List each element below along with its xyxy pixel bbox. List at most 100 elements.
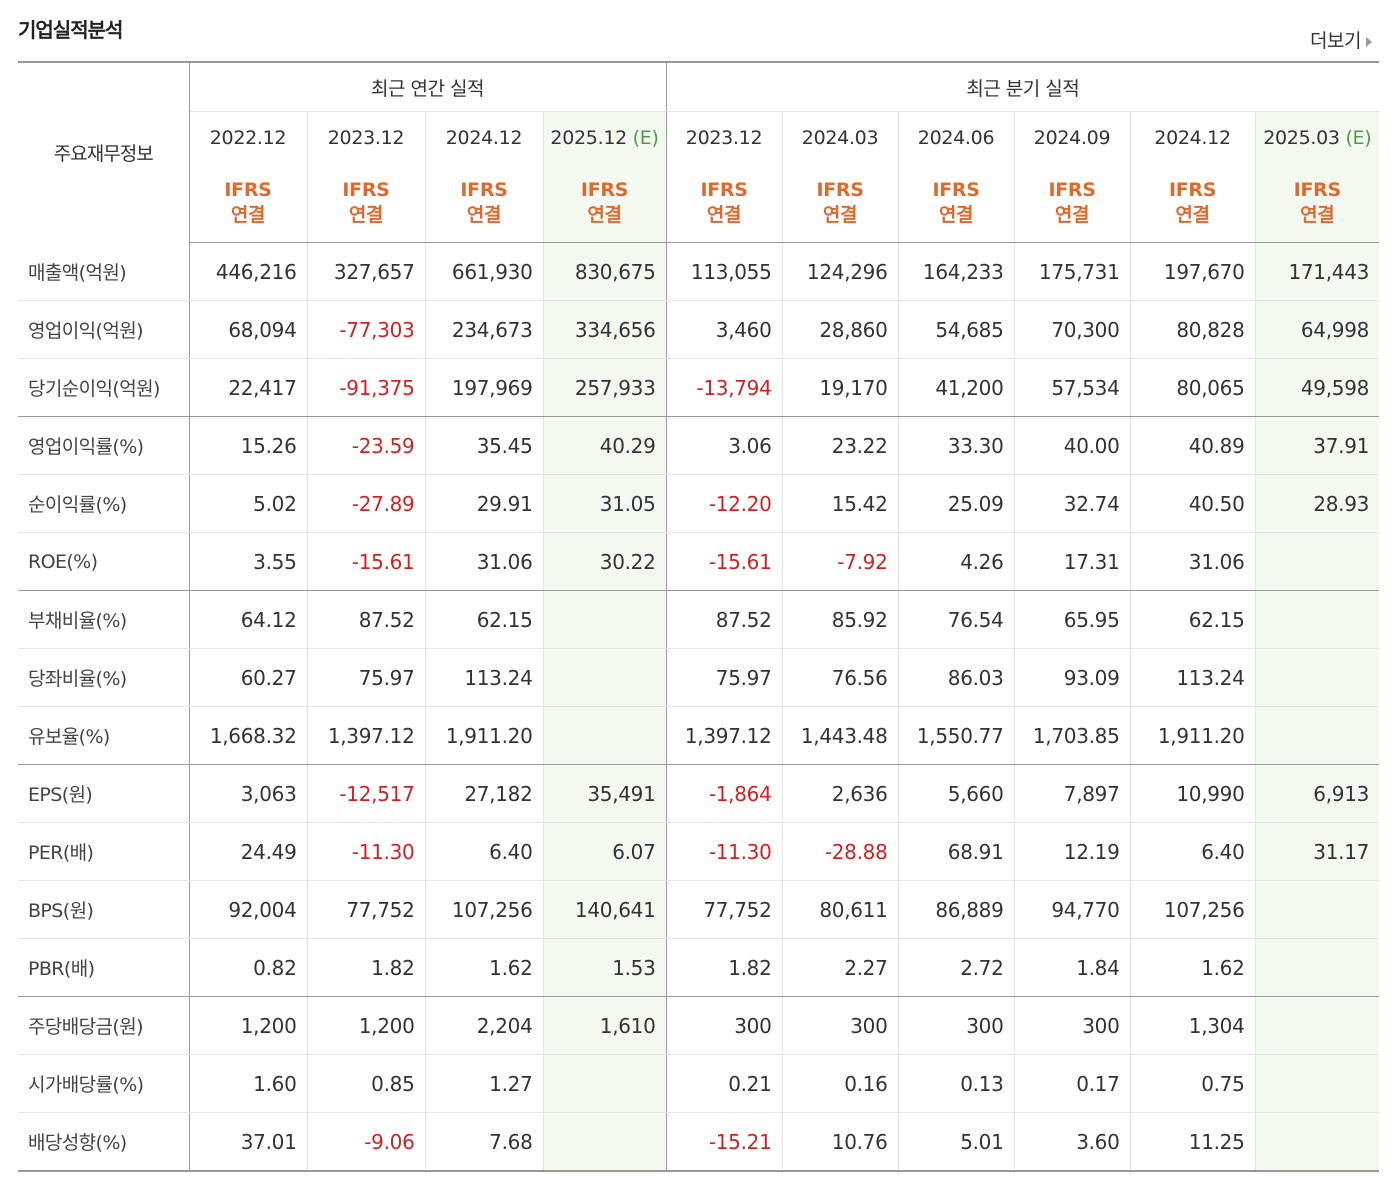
table-cell — [1254, 880, 1380, 939]
gaap-line2: 연결 — [230, 204, 266, 226]
table-cell: 93.09 — [1013, 648, 1131, 707]
accounting-standard: IFRS 연결 — [542, 164, 667, 243]
row-label: 당기순이익(억원) — [18, 358, 190, 417]
table-row: 영업이익(억원) 68,094 -77,303 234,673 334,656 3,460… — [18, 300, 1380, 359]
row-label: BPS(원) — [18, 880, 190, 939]
table-cell: 35.45 — [424, 416, 543, 475]
table-cell: 40.89 — [1129, 416, 1256, 475]
table-cell: 0.17 — [1013, 1054, 1131, 1113]
gaap-line1: IFRS — [1293, 179, 1341, 201]
gaap-line2: 연결 — [822, 204, 858, 226]
table-cell — [1254, 590, 1380, 649]
period-header: 2024.09 — [1013, 111, 1131, 164]
table-cell: 3.06 — [665, 416, 783, 475]
table-cell: 62.15 — [1129, 590, 1256, 649]
estimate-marker: (E) — [1345, 127, 1372, 149]
table-cell: 2.27 — [781, 938, 899, 997]
table-cell: 29.91 — [424, 474, 543, 533]
period-header: 2022.12 — [188, 111, 307, 164]
gaap-line1: IFRS — [460, 179, 508, 201]
table-cell: 62.15 — [424, 590, 543, 649]
table-row: PER(배) 24.49 -11.30 6.40 6.07 -11.30 -28.88 68.… — [18, 822, 1380, 881]
gaap-line2: 연결 — [938, 204, 974, 226]
period-header: 2023.12 — [306, 111, 425, 164]
table-cell: 64.12 — [188, 590, 307, 649]
section-title: 기업실적분석 — [18, 18, 123, 42]
table-cell: 11.25 — [1129, 1112, 1256, 1172]
table-cell: 1,200 — [188, 996, 307, 1055]
table-cell: 327,657 — [306, 242, 425, 301]
table-cell: 300 — [897, 996, 1015, 1055]
table-cell: 300 — [665, 996, 783, 1055]
table-cell: 7,897 — [1013, 764, 1131, 823]
table-cell: 70,300 — [1013, 300, 1131, 359]
table-cell: 0.16 — [781, 1054, 899, 1113]
period-header: 2024.12 — [424, 111, 543, 164]
table-cell — [542, 1054, 667, 1113]
table-cell: 5.01 — [897, 1112, 1015, 1172]
row-label: 유보율(%) — [18, 706, 190, 765]
table-cell: 10,990 — [1129, 764, 1256, 823]
period-header: 2025.12 (E) — [542, 111, 667, 164]
table-cell: 1.82 — [306, 938, 425, 997]
table-cell: 12.19 — [1013, 822, 1131, 881]
table-cell: 23.22 — [781, 416, 899, 475]
table-cell: 80,611 — [781, 880, 899, 939]
period-label: 2022.12 — [209, 127, 287, 149]
table-cell: -15.61 — [306, 532, 425, 591]
table-cell: 197,969 — [424, 358, 543, 417]
period-header: 2024.03 — [781, 111, 899, 164]
table-cell — [1254, 532, 1380, 591]
financial-summary-table: 주요재무정보 최근 연간 실적 최근 분기 실적 2022.12 2023.12 2024… — [18, 61, 1380, 1172]
table-cell: 334,656 — [542, 300, 667, 359]
table-cell: 1.60 — [188, 1054, 307, 1113]
table-cell: 661,930 — [424, 242, 543, 301]
table-cell: 1,397.12 — [665, 706, 783, 765]
table-cell: 76.54 — [897, 590, 1015, 649]
table-cell: 77,752 — [665, 880, 783, 939]
table-cell: 80,065 — [1129, 358, 1256, 417]
row-label: 당좌비율(%) — [18, 648, 190, 707]
period-header: 2024.12 — [1129, 111, 1256, 164]
row-header-label: 주요재무정보 — [18, 62, 190, 243]
more-link[interactable]: 더보기 — [1310, 26, 1372, 53]
table-cell: 0.75 — [1129, 1054, 1256, 1113]
table-cell: 5.02 — [188, 474, 307, 533]
table-cell: 1.53 — [542, 938, 667, 997]
gaap-line2: 연결 — [348, 204, 384, 226]
table-cell: 0.21 — [665, 1054, 783, 1113]
accounting-standard: IFRS 연결 — [306, 164, 425, 243]
table-cell: 2,204 — [424, 996, 543, 1055]
table-cell: 1,443.48 — [781, 706, 899, 765]
table-cell — [542, 1112, 667, 1172]
table-cell: 140,641 — [542, 880, 667, 939]
table-cell: 30.22 — [542, 532, 667, 591]
table-cell: 19,170 — [781, 358, 899, 417]
table-cell: 94,770 — [1013, 880, 1131, 939]
table-cell: 60.27 — [188, 648, 307, 707]
table-cell: 49,598 — [1254, 358, 1380, 417]
table-cell — [1254, 648, 1380, 707]
table-cell: 1.62 — [1129, 938, 1256, 997]
table-cell: 0.13 — [897, 1054, 1015, 1113]
table-cell: 6.07 — [542, 822, 667, 881]
table-cell: 1,304 — [1129, 996, 1256, 1055]
table-cell: 31.05 — [542, 474, 667, 533]
gaap-line1: IFRS — [932, 179, 980, 201]
period-header: 2025.03 (E) — [1254, 111, 1380, 164]
row-label: PER(배) — [18, 822, 190, 881]
period-header: 2024.06 — [897, 111, 1015, 164]
table-cell: 0.85 — [306, 1054, 425, 1113]
table-cell: 31.06 — [424, 532, 543, 591]
table-cell — [1254, 706, 1380, 765]
row-label: 순이익률(%) — [18, 474, 190, 533]
table-cell: -11.30 — [306, 822, 425, 881]
table-cell: -7.92 — [781, 532, 899, 591]
table-cell: 830,675 — [542, 242, 667, 301]
accounting-standard: IFRS 연결 — [897, 164, 1015, 243]
table-cell: 25.09 — [897, 474, 1015, 533]
table-cell: 40.29 — [542, 416, 667, 475]
table-cell: -91,375 — [306, 358, 425, 417]
period-label: 2025.12 — [550, 127, 627, 149]
